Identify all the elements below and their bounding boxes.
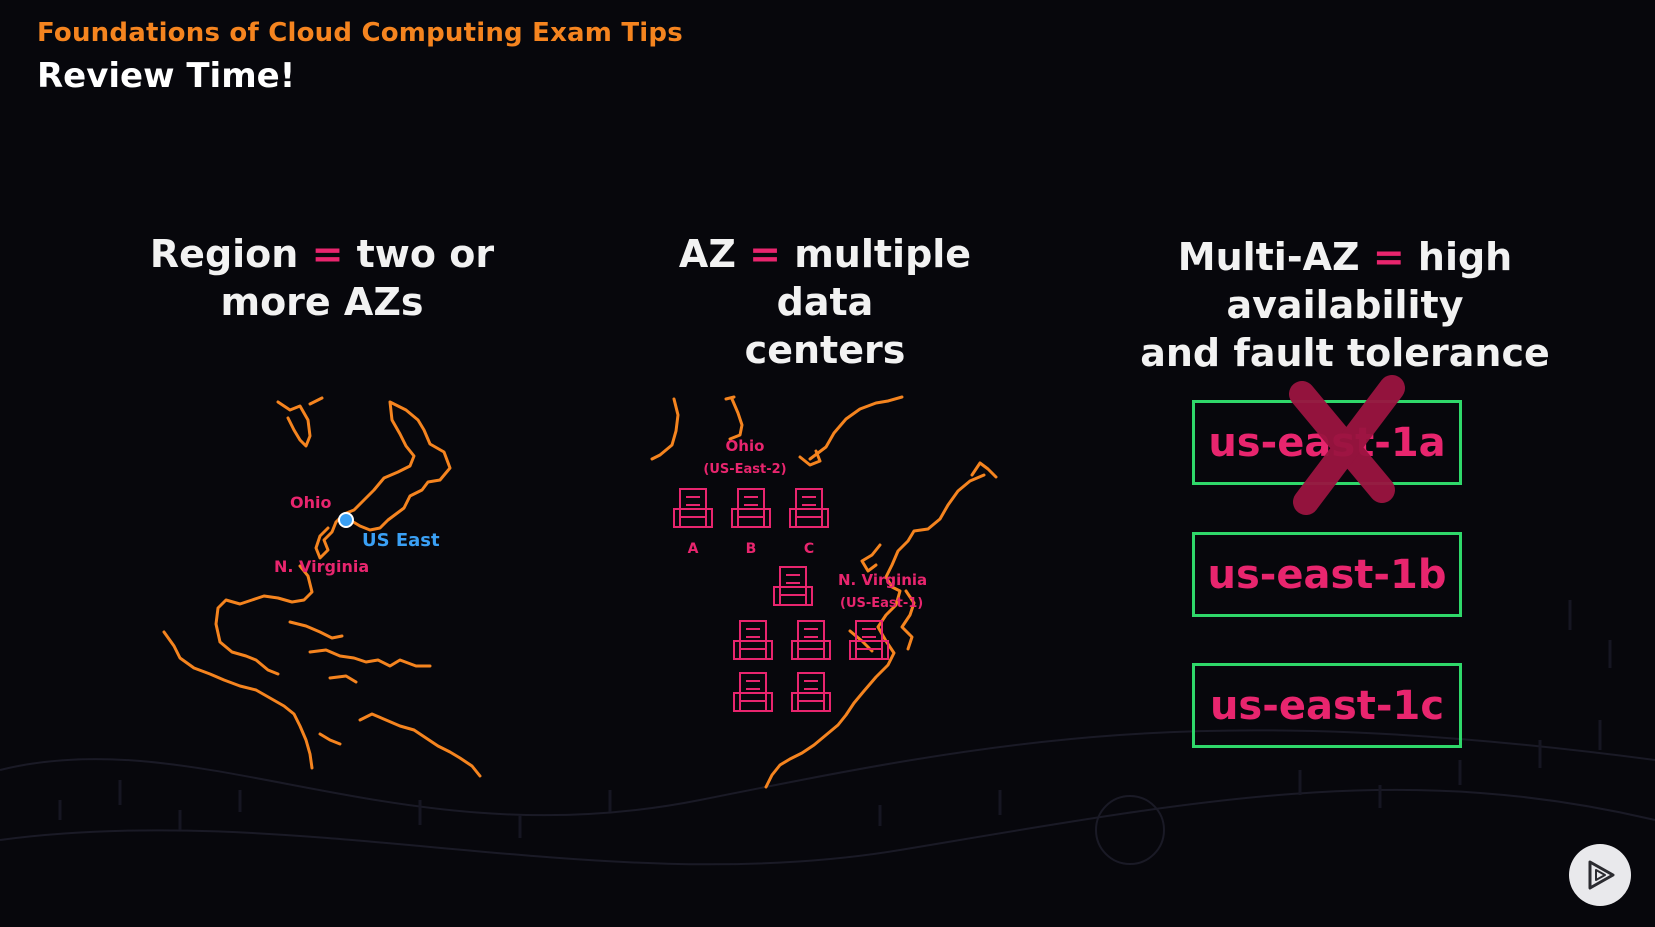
multi-az-heading: Multi-AZ = high availability and fault t… <box>1070 233 1620 377</box>
building-icon <box>849 620 889 660</box>
building-icon <box>733 620 773 660</box>
az-box-us-east-1c: us-east-1c <box>1192 663 1462 748</box>
building-icon <box>789 488 829 528</box>
ohio-datacenters <box>673 488 829 528</box>
virginia-label: N. Virginia <box>274 557 369 576</box>
ohio-label: Ohio <box>290 493 331 512</box>
equals-sign: = <box>311 232 344 276</box>
az-map: Ohio (US-East-2) A B C N. Virginia (US-E… <box>650 395 998 789</box>
az-box-us-east-1b: us-east-1b <box>1192 532 1462 617</box>
datacenter-c-label: C <box>804 541 814 557</box>
equals-sign: = <box>1372 235 1405 279</box>
multi-az-term: Multi-AZ <box>1177 235 1360 279</box>
slide-title: Review Time! <box>37 56 296 96</box>
region-definition-line2: more AZs <box>220 280 424 324</box>
multi-az-definition-line2: and fault tolerance <box>1140 331 1550 375</box>
slide-subtitle: Foundations of Cloud Computing Exam Tips <box>37 18 683 48</box>
az-ohio-code: (US-East-2) <box>703 462 786 477</box>
region-definition-line1: two or <box>356 232 495 276</box>
building-icon <box>733 672 773 712</box>
x-mark-icon <box>1289 375 1405 515</box>
building-icon <box>791 620 831 660</box>
multi-az-definition-line1: high availability <box>1226 235 1513 327</box>
building-icon <box>773 566 813 606</box>
datacenter-b-label: B <box>746 541 757 557</box>
play-triangle-icon <box>1588 860 1615 890</box>
virginia-datacenters <box>733 566 889 712</box>
region-heading: Region = two or more AZs <box>142 230 502 326</box>
az-definition-line1: multiple data <box>776 232 972 324</box>
play-button[interactable] <box>1569 844 1631 906</box>
building-icon <box>731 488 771 528</box>
equals-sign: = <box>749 232 781 276</box>
us-east-marker-icon <box>338 512 354 528</box>
az-virginia-label: N. Virginia <box>838 571 927 589</box>
region-term: Region <box>149 232 299 276</box>
building-icon <box>673 488 713 528</box>
az-virginia-code: (US-East-1) <box>840 596 923 611</box>
az-ohio-label: Ohio <box>726 437 765 455</box>
az-term: AZ <box>678 232 736 276</box>
az-heading: AZ = multiple data centers <box>630 230 1020 374</box>
us-east-label: US East <box>362 530 440 551</box>
datacenter-a-label: A <box>688 541 699 557</box>
building-icon <box>791 672 831 712</box>
region-map: Ohio US East N. Virginia <box>162 396 482 778</box>
az-definition-line2: centers <box>744 328 906 372</box>
